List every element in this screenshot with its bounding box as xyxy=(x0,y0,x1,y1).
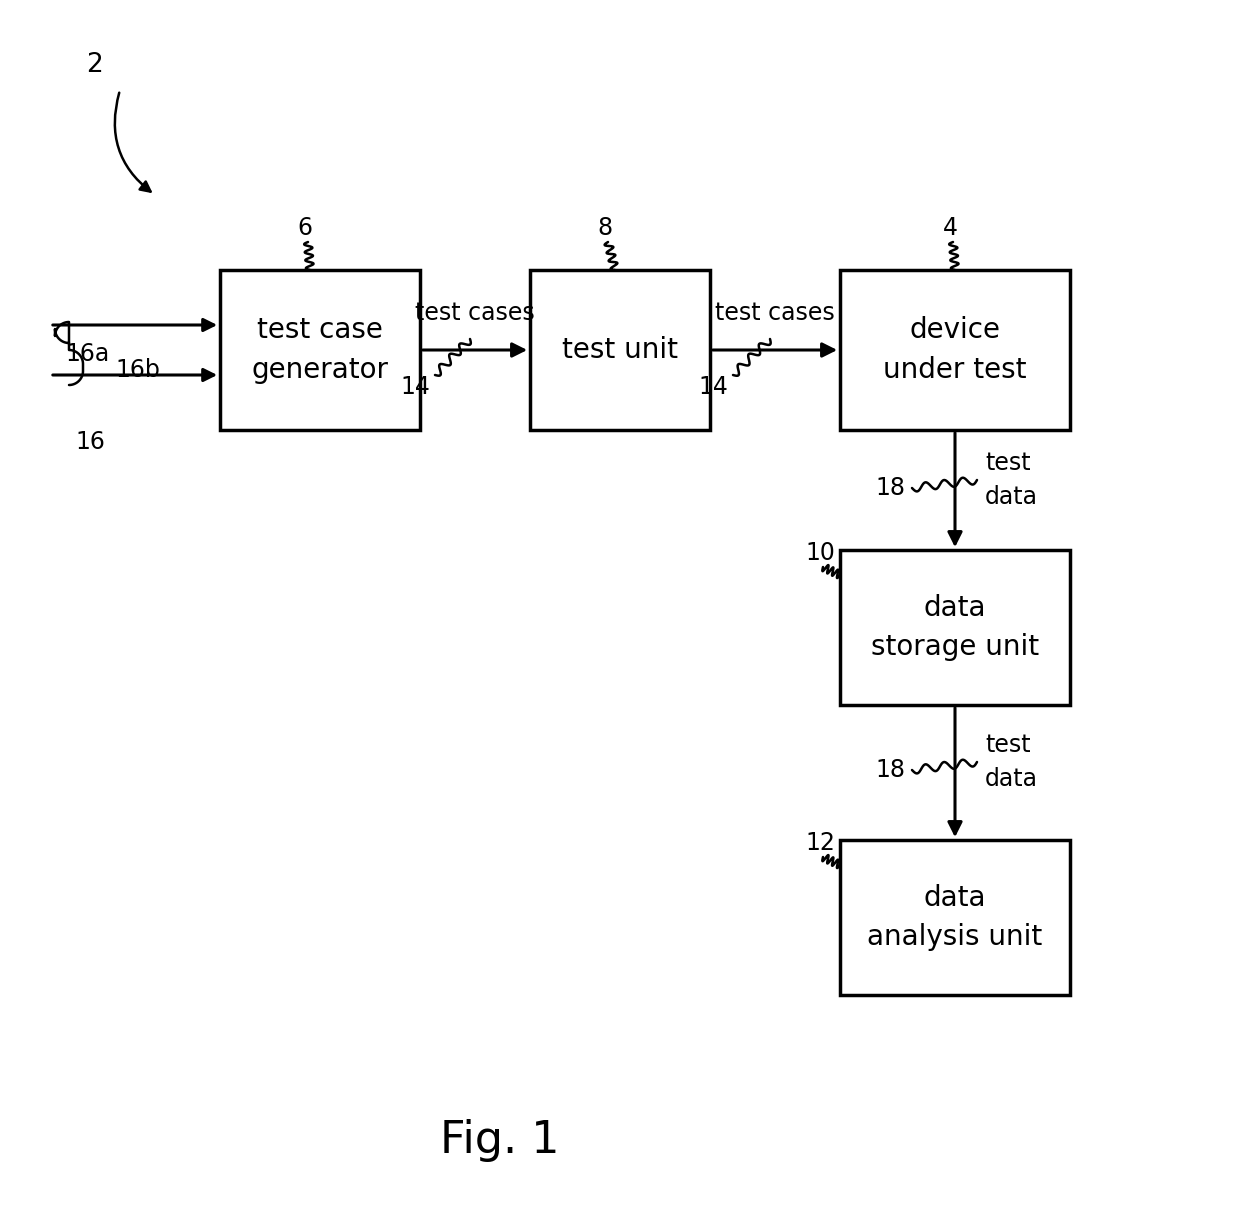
Bar xyxy=(839,550,1070,704)
Text: 18: 18 xyxy=(875,476,905,500)
Text: test unit: test unit xyxy=(562,336,678,364)
Bar xyxy=(529,270,711,430)
Text: 16: 16 xyxy=(76,430,105,454)
Text: test cases: test cases xyxy=(415,301,534,325)
Bar xyxy=(219,270,420,430)
Text: test case
generator: test case generator xyxy=(252,317,388,384)
Text: data
analysis unit: data analysis unit xyxy=(867,884,1043,951)
Text: 2: 2 xyxy=(87,53,103,78)
Text: 4: 4 xyxy=(942,216,957,240)
Text: test cases: test cases xyxy=(715,301,835,325)
Text: 16a: 16a xyxy=(64,342,109,366)
Text: 10: 10 xyxy=(805,541,835,565)
Bar xyxy=(839,270,1070,430)
Text: test
data: test data xyxy=(985,451,1038,509)
Text: 16b: 16b xyxy=(115,358,160,382)
Text: 12: 12 xyxy=(805,830,835,855)
Text: data
storage unit: data storage unit xyxy=(870,594,1039,660)
Text: 18: 18 xyxy=(875,758,905,781)
Bar xyxy=(839,840,1070,996)
Text: test
data: test data xyxy=(985,734,1038,791)
Text: 14: 14 xyxy=(401,375,430,399)
Text: 14: 14 xyxy=(698,375,728,399)
Text: Fig. 1: Fig. 1 xyxy=(440,1119,559,1162)
Text: device
under test: device under test xyxy=(883,317,1027,384)
Text: 6: 6 xyxy=(298,216,312,240)
Text: 8: 8 xyxy=(598,216,613,240)
